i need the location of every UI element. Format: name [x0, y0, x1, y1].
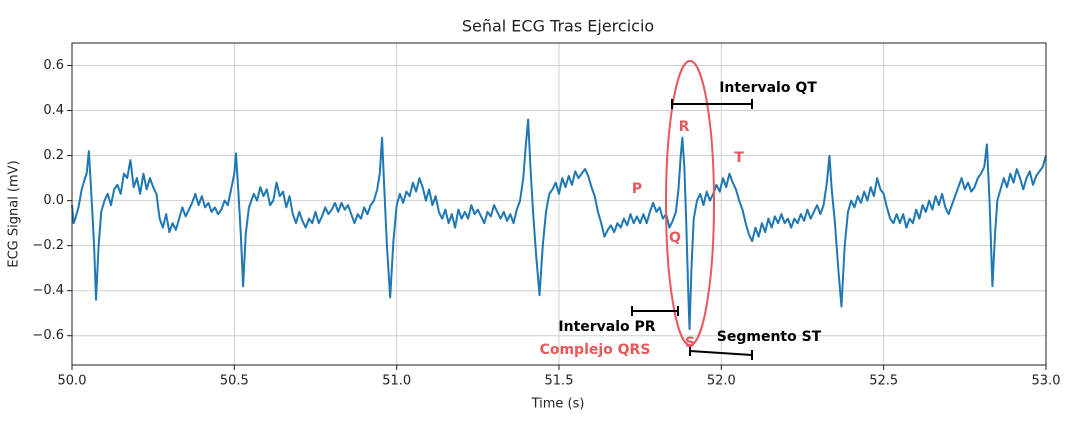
annotation: Segmento ST: [717, 329, 822, 345]
y-tick-label: −0.2: [32, 238, 64, 253]
x-tick-label: 51.0: [382, 374, 411, 389]
y-tick-label: 0.4: [43, 103, 64, 118]
annotation: R: [679, 119, 690, 135]
annotation: Complejo QRS: [540, 342, 651, 358]
x-axis-label: Time (s): [531, 397, 585, 412]
y-tick-label: 0.6: [43, 58, 64, 73]
st-bracket: [689, 346, 753, 360]
y-axis-label: ECG Signal (mV): [7, 160, 22, 267]
annotation: T: [734, 150, 744, 166]
annotation: S: [685, 335, 695, 351]
y-tick-label: −0.6: [32, 328, 64, 343]
x-tick-label: 51.5: [545, 374, 574, 389]
plot-area: 50.0 50.5 51.0 51.5 52.0 52.5 53.0 −0.6 −0.4 −0.2…: [32, 42, 1061, 389]
x-tick-label: 50.5: [220, 374, 249, 389]
x-tick-label: 53.0: [1032, 374, 1061, 389]
qrs-ellipse: [665, 60, 715, 346]
chart-title: Señal ECG Tras Ejercicio: [462, 17, 654, 36]
x-tick-label: 52.5: [869, 374, 898, 389]
annotation: Intervalo PR: [558, 319, 655, 335]
pr-bracket: [631, 306, 679, 316]
annotation: P: [632, 181, 642, 197]
y-tick-label: −0.4: [32, 283, 64, 298]
annotation: Q: [669, 230, 681, 246]
y-tick-label: 0.2: [43, 148, 64, 163]
annotation: Intervalo QT: [719, 80, 817, 96]
plot-frame: [71, 42, 1047, 366]
x-tick-label: 50.0: [58, 374, 87, 389]
ecg-line: [71, 118, 1047, 330]
qt-bracket: [671, 99, 753, 109]
annotations: Intervalo QT R T P Q Intervalo PR Complejo QRS…: [540, 60, 822, 360]
y-tick-label: 0.0: [43, 193, 64, 208]
x-tick-label: 52.0: [707, 374, 736, 389]
